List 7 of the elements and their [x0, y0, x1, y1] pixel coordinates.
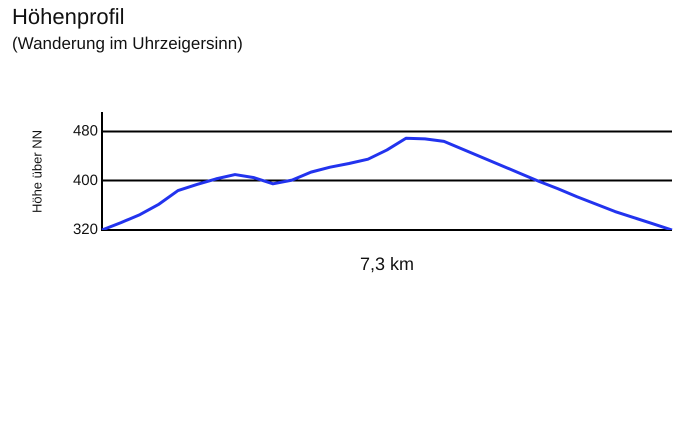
x-axis-title: 7,3 km: [360, 254, 414, 274]
chart-title: Höhenprofil: [12, 4, 125, 30]
y-tick-label: 400: [72, 172, 98, 189]
y-tick-label: 320: [72, 221, 98, 238]
y-tick-label: 480: [72, 122, 98, 140]
chart-subtitle: (Wanderung im Uhrzeigersinn): [12, 34, 243, 54]
y-axis-title: Höhe über NN: [29, 130, 44, 214]
